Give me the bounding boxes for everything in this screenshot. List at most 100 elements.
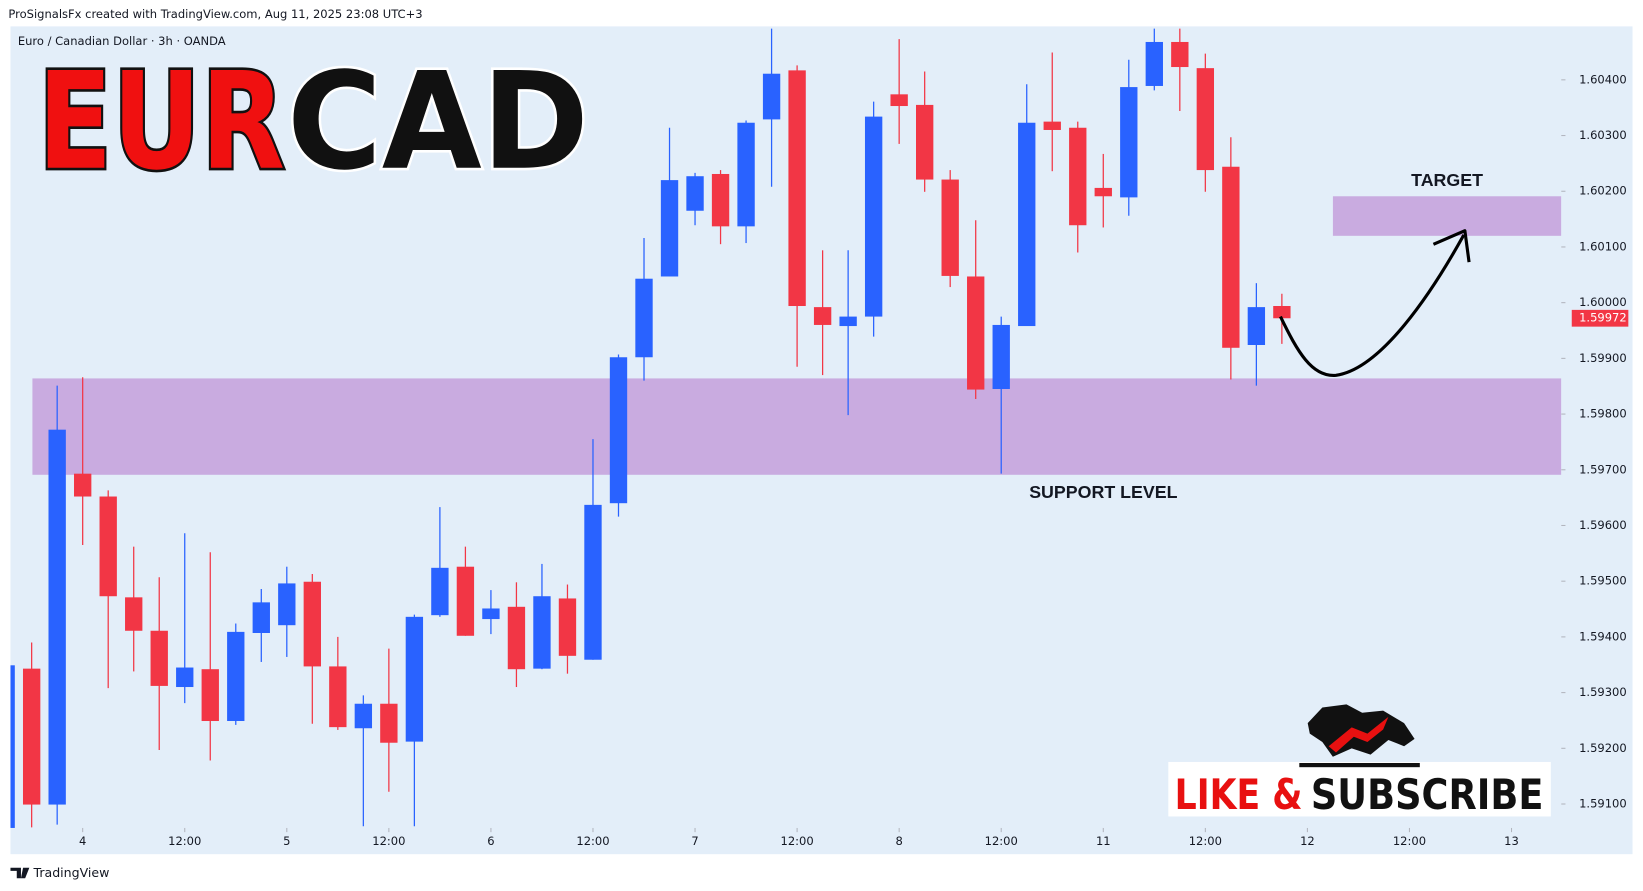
- cta-part-red: LIKE &: [1175, 770, 1303, 819]
- y-tick-label: 1.59300: [1579, 685, 1627, 699]
- candle-body: [558, 598, 577, 656]
- title-part-red: EUR: [38, 44, 285, 200]
- candle-body: [329, 666, 347, 728]
- zone: [32, 378, 1562, 475]
- target-label: TARGET: [1411, 170, 1483, 190]
- candle-body: [813, 307, 832, 325]
- cta-background: [1168, 761, 1551, 817]
- candle-body: [992, 324, 1010, 390]
- candle-body: [915, 104, 934, 180]
- candle-body: [1145, 41, 1163, 86]
- candle-body: [584, 504, 602, 660]
- candle-body: [10, 665, 15, 828]
- y-tick-label: 1.60100: [1579, 239, 1627, 253]
- candle-body: [201, 669, 219, 722]
- candle-body: [941, 179, 959, 276]
- candle-body: [1273, 306, 1291, 319]
- footer-brand: TradingView: [33, 865, 110, 880]
- x-tick-label: 12:00: [781, 834, 814, 848]
- candle-body: [380, 703, 398, 743]
- candle-body: [762, 73, 781, 120]
- y-tick-label: 1.59200: [1579, 741, 1627, 755]
- candle-body: [1120, 87, 1138, 198]
- candle-body: [507, 606, 526, 670]
- tradingview-logo: [10, 867, 30, 879]
- attribution: ProSignalsFx created with TradingView.co…: [8, 7, 422, 21]
- candle-body: [482, 608, 500, 620]
- x-tick-label: 6: [487, 834, 494, 848]
- projection-arrow: [1279, 234, 1466, 377]
- candle-body: [252, 602, 270, 633]
- y-tick-label: 1.60200: [1579, 184, 1627, 198]
- last-price-box: [1571, 309, 1629, 327]
- y-tick-label: 1.59800: [1579, 407, 1627, 421]
- x-tick-label: 5: [283, 834, 290, 848]
- y-tick-label: 1.59900: [1579, 351, 1627, 365]
- candle-body: [839, 316, 857, 327]
- cta-part-black: SUBSCRIBE: [1311, 770, 1544, 819]
- y-tick-label: 1.60300: [1579, 128, 1627, 142]
- candle-body: [1247, 307, 1266, 345]
- x-tick-label: 8: [895, 834, 902, 848]
- x-tick-label: 12: [1300, 834, 1315, 848]
- candle-body: [354, 703, 373, 729]
- candle-body: [967, 276, 985, 390]
- candle-body: [48, 429, 66, 805]
- candle-body: [788, 70, 806, 307]
- x-tick-label: 7: [691, 834, 698, 848]
- candle-body: [533, 596, 551, 669]
- candle-body: [1222, 166, 1240, 348]
- candle-body: [890, 94, 908, 107]
- plot-area: [10, 28, 1562, 828]
- y-tick-label: 1.60000: [1579, 295, 1627, 309]
- title-part-black: CAD: [287, 44, 589, 200]
- bull-logo-accent: [1328, 716, 1389, 753]
- x-tick-label: 12:00: [372, 834, 405, 848]
- x-tick-label: 12:00: [1189, 834, 1222, 848]
- y-tick-label: 1.59700: [1579, 462, 1627, 476]
- x-tick-label: 4: [79, 834, 86, 848]
- candle-body: [150, 630, 168, 686]
- candle-body: [737, 122, 755, 227]
- candle-body: [431, 567, 449, 616]
- candle-body: [125, 597, 143, 631]
- candle-body: [1196, 68, 1215, 171]
- support-label: SUPPORT LEVEL: [1029, 482, 1177, 502]
- candle-body: [176, 667, 194, 688]
- logo-bar: [1299, 762, 1420, 768]
- arrow-head: [1432, 229, 1471, 263]
- candle-body: [1094, 187, 1112, 197]
- candle-body: [1043, 121, 1061, 130]
- x-tick-label: 12:00: [1393, 834, 1426, 848]
- axes: 1.59100 1.59200 1.59300 1.59400 1.59500 1.596…: [79, 72, 1629, 848]
- candle-body: [99, 496, 117, 597]
- y-tick-label: 1.59400: [1579, 629, 1627, 643]
- x-tick-label: 13: [1504, 834, 1519, 848]
- candle-body: [405, 616, 424, 742]
- y-tick-label: 1.59100: [1579, 797, 1627, 811]
- candle-body: [635, 278, 653, 358]
- candle-body: [278, 583, 296, 626]
- candle-body: [660, 180, 679, 277]
- candle-body: [864, 116, 883, 317]
- candle-body: [303, 581, 321, 667]
- candle-body: [1018, 122, 1036, 327]
- x-tick-label: 12:00: [576, 834, 609, 848]
- candle-body: [1069, 127, 1087, 226]
- zone: [1332, 196, 1562, 236]
- candle-body: [22, 668, 41, 805]
- candle-body: [456, 566, 475, 636]
- last-price-label: 1.59972: [1579, 311, 1627, 325]
- candle-body: [1171, 41, 1189, 68]
- candle-body: [711, 173, 730, 227]
- x-tick-label: 12:00: [168, 834, 201, 848]
- candle-body: [74, 473, 92, 497]
- candle-body: [686, 176, 704, 211]
- candle-body: [609, 357, 628, 504]
- y-tick-label: 1.59500: [1579, 574, 1627, 588]
- y-tick-label: 1.60400: [1579, 72, 1627, 86]
- symbol-label: Euro / Canadian Dollar · 3h · OANDA: [18, 34, 226, 48]
- y-tick-label: 1.59600: [1579, 518, 1627, 532]
